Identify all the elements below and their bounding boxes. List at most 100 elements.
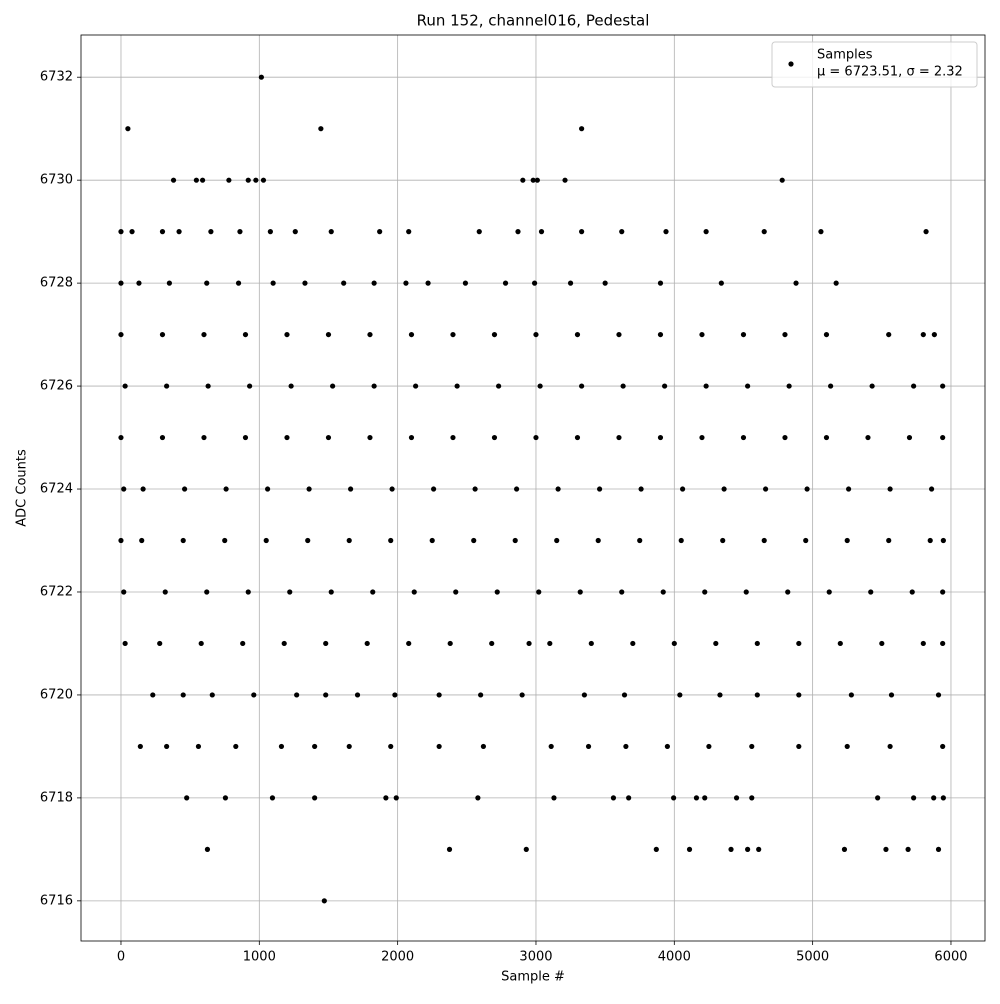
sample-point [413, 383, 419, 389]
sample-point [392, 692, 398, 698]
sample-point [743, 589, 749, 595]
sample-point [242, 331, 249, 338]
legend-label: Samples [817, 48, 873, 63]
x-tick-label: 1000 [243, 950, 276, 965]
sample-point [911, 383, 917, 389]
sample-point [653, 846, 659, 852]
sample-point [341, 280, 347, 286]
sample-point [619, 589, 625, 595]
sample-point [533, 434, 539, 441]
sample-point [201, 434, 207, 441]
sample-point [749, 795, 755, 801]
sample-point [887, 486, 893, 492]
sample-point [868, 589, 874, 595]
sample-point [180, 537, 186, 544]
sample-point [940, 434, 946, 441]
sample-point [804, 486, 810, 492]
sample-point [909, 589, 915, 595]
sample-point [198, 640, 204, 647]
y-tick-label: 6720 [40, 687, 73, 702]
sample-point [657, 331, 664, 338]
sample-point [616, 434, 622, 441]
sample-point [577, 589, 583, 595]
sample-point [796, 640, 802, 647]
sample-point [429, 537, 435, 544]
sample-point [940, 640, 946, 647]
sample-point [204, 846, 211, 852]
sample-point [837, 640, 843, 647]
sample-point [671, 795, 677, 801]
sample-point [496, 383, 502, 389]
y-axis-label: ADC Counts [15, 449, 30, 527]
sample-point [425, 280, 431, 286]
sample-point [323, 640, 329, 647]
legend-marker [788, 61, 794, 67]
sample-point [184, 795, 190, 801]
sample-point [478, 692, 484, 698]
sample-point [630, 640, 636, 647]
sample-point [940, 589, 946, 595]
sample-point [706, 743, 712, 750]
sample-point [621, 692, 628, 698]
sample-point [118, 331, 124, 338]
sample-point [865, 434, 871, 441]
sample-point [620, 383, 626, 389]
sample-point [305, 537, 311, 544]
sample-point [325, 331, 332, 338]
sample-point [740, 331, 747, 338]
sample-point [699, 331, 705, 338]
sample-point [886, 537, 892, 544]
sample-point [454, 383, 460, 389]
sample-point [749, 743, 755, 750]
sample-point [602, 280, 608, 286]
sample-point [176, 229, 182, 235]
legend-box [771, 41, 978, 88]
sample-point [251, 692, 257, 698]
sample-point [796, 692, 802, 698]
sample-point [377, 229, 383, 235]
sample-point [288, 383, 294, 389]
sample-point [325, 434, 332, 441]
sample-point [538, 229, 545, 235]
y-tick-label: 6722 [40, 584, 73, 599]
sample-point [406, 640, 412, 647]
sample-point [588, 640, 594, 647]
sample-point [137, 743, 143, 750]
sample-point [139, 537, 145, 544]
sample-point [512, 537, 518, 544]
plot-frame [80, 34, 986, 942]
sample-point [662, 383, 668, 389]
y-tick-label: 6724 [40, 482, 73, 497]
sample-point [610, 795, 617, 801]
sample-point [157, 640, 163, 647]
sample-point [793, 280, 799, 286]
sample-point [782, 331, 788, 338]
sample-point [233, 743, 239, 750]
sample-point [530, 177, 536, 183]
sample-point [159, 434, 166, 441]
sample-point [940, 743, 946, 750]
sample-point [242, 434, 249, 441]
sample-point [935, 692, 942, 698]
chart-title: Run 152, channel016, Pedestal [417, 12, 650, 30]
sample-point [125, 126, 131, 132]
sample-point [833, 280, 839, 286]
sample-point [330, 383, 336, 389]
sample-point [491, 434, 498, 441]
sample-point [258, 74, 264, 80]
sample-point [717, 692, 723, 698]
sample-point [713, 640, 719, 647]
sample-point [121, 486, 127, 492]
sample-point [515, 229, 521, 235]
sample-point [408, 434, 415, 441]
sample-point [537, 383, 543, 389]
sample-point [208, 229, 214, 235]
sample-point [436, 692, 442, 698]
sample-point [182, 486, 188, 492]
sample-point [393, 795, 399, 801]
sample-point [370, 589, 376, 595]
sample-point [164, 383, 170, 389]
sample-point [270, 280, 276, 286]
sample-point [551, 795, 557, 801]
